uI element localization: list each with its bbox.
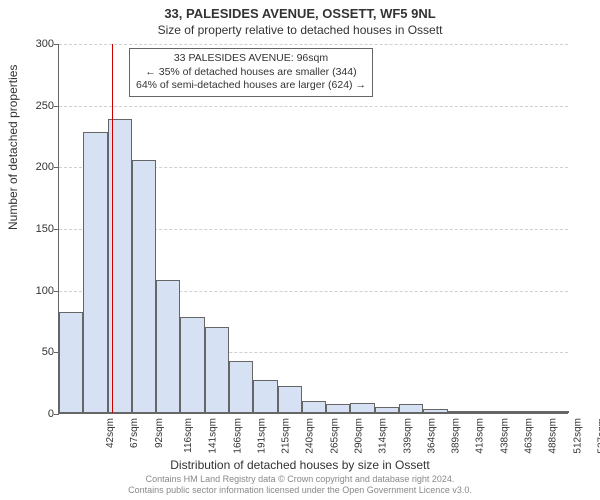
x-tick-label: 240sqm — [305, 418, 316, 454]
plot-area: 05010015020025030042sqm67sqm92sqm116sqm1… — [58, 44, 568, 414]
y-tick-label: 250 — [14, 100, 54, 112]
x-tick-label: 364sqm — [426, 418, 437, 454]
y-tick-mark — [54, 291, 59, 292]
y-tick-mark — [54, 229, 59, 230]
x-tick-label: 438sqm — [499, 418, 510, 454]
x-axis-label: Distribution of detached houses by size … — [0, 458, 600, 472]
y-tick-label: 150 — [14, 223, 54, 235]
annotation-line: ← 35% of detached houses are smaller (34… — [136, 66, 366, 80]
histogram-bar — [496, 411, 520, 413]
y-tick-label: 0 — [14, 408, 54, 420]
x-tick-label: 488sqm — [548, 418, 559, 454]
histogram-bar — [132, 160, 156, 413]
annotation-line: 33 PALESIDES AVENUE: 96sqm — [136, 52, 366, 66]
x-tick-label: 537sqm — [596, 418, 600, 454]
histogram-bar — [59, 312, 83, 413]
chart-titles: 33, PALESIDES AVENUE, OSSETT, WF5 9NL Si… — [0, 0, 600, 37]
y-tick-mark — [54, 414, 59, 415]
histogram-bar — [278, 386, 302, 413]
y-tick-mark — [54, 44, 59, 45]
y-tick-label: 100 — [14, 285, 54, 297]
histogram-bar — [326, 404, 350, 413]
y-tick-label: 300 — [14, 38, 54, 50]
histogram-bar — [472, 411, 496, 413]
x-tick-label: 463sqm — [524, 418, 535, 454]
y-tick-label: 50 — [14, 346, 54, 358]
y-tick-label: 200 — [14, 161, 54, 173]
y-axis-label: Number of detached properties — [6, 65, 20, 230]
histogram-bar — [520, 411, 544, 413]
marker-line — [112, 44, 113, 413]
histogram-bar — [253, 380, 277, 413]
x-tick-label: 290sqm — [354, 418, 365, 454]
histogram-bar — [423, 409, 447, 413]
histogram-bar — [205, 327, 229, 413]
x-tick-label: 116sqm — [183, 418, 194, 453]
histogram-bar — [180, 317, 204, 413]
x-tick-label: 314sqm — [378, 418, 389, 454]
y-tick-mark — [54, 167, 59, 168]
histogram-bar — [545, 411, 569, 413]
x-tick-label: 141sqm — [208, 418, 219, 454]
footer-line-1: Contains HM Land Registry data © Crown c… — [0, 474, 600, 485]
histogram-bar — [399, 404, 423, 413]
x-tick-label: 92sqm — [154, 418, 165, 448]
x-tick-label: 191sqm — [256, 418, 267, 454]
x-tick-label: 265sqm — [329, 418, 340, 454]
annotation-line: 64% of semi-detached houses are larger (… — [136, 79, 366, 93]
histogram-bar — [375, 407, 399, 413]
x-tick-label: 42sqm — [105, 418, 116, 448]
histogram-bar — [448, 411, 472, 413]
histogram-bar — [229, 361, 253, 413]
histogram-bar — [108, 119, 132, 413]
x-tick-label: 339sqm — [402, 418, 413, 454]
title-sub: Size of property relative to detached ho… — [0, 23, 600, 37]
x-tick-label: 67sqm — [129, 418, 140, 448]
x-tick-label: 215sqm — [281, 418, 292, 454]
footer: Contains HM Land Registry data © Crown c… — [0, 474, 600, 496]
histogram-bar — [156, 280, 180, 413]
grid-line — [59, 44, 568, 45]
histogram-bar — [83, 132, 107, 413]
x-tick-label: 166sqm — [232, 418, 243, 454]
grid-line — [59, 106, 568, 107]
x-tick-label: 389sqm — [451, 418, 462, 454]
annotation-box: 33 PALESIDES AVENUE: 96sqm← 35% of detac… — [129, 48, 373, 97]
x-tick-label: 512sqm — [572, 418, 583, 454]
histogram-bar — [302, 401, 326, 413]
footer-line-2: Contains public sector information licen… — [0, 485, 600, 496]
title-main: 33, PALESIDES AVENUE, OSSETT, WF5 9NL — [0, 6, 600, 21]
chart-area: 05010015020025030042sqm67sqm92sqm116sqm1… — [58, 44, 568, 414]
y-tick-mark — [54, 106, 59, 107]
histogram-bar — [350, 403, 374, 413]
x-tick-label: 413sqm — [475, 418, 486, 454]
